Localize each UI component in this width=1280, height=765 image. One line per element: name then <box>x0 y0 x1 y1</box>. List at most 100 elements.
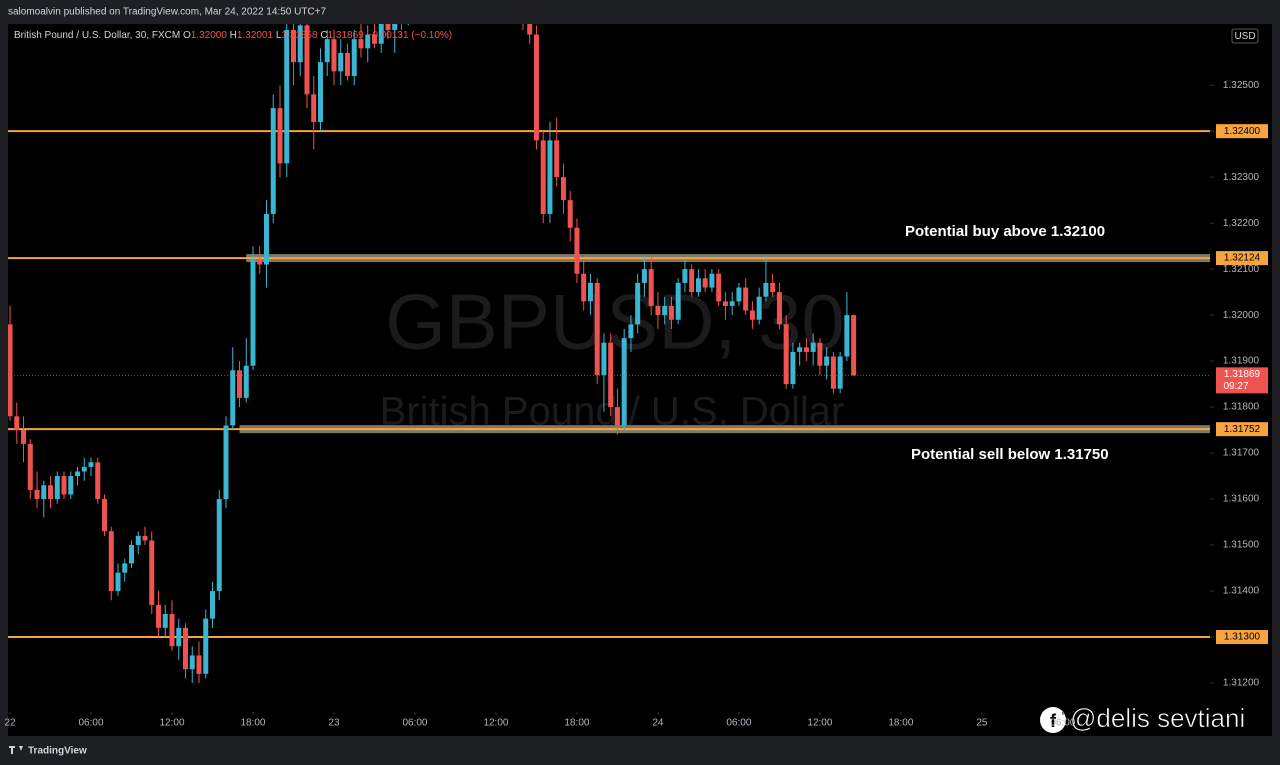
candle-body <box>776 292 782 325</box>
candle-body <box>614 407 620 426</box>
annotation: Potential buy above 1.32100 <box>905 223 1105 240</box>
level-label: 1.32400 <box>1224 126 1261 137</box>
candle-body <box>682 269 688 283</box>
legend-item: H <box>230 30 237 41</box>
candle-body <box>824 356 830 366</box>
candle-body <box>277 108 283 164</box>
candle-body <box>236 370 242 398</box>
candle-body <box>257 259 263 265</box>
candle-body <box>729 301 735 306</box>
candle-body <box>527 24 533 35</box>
candle-body <box>324 39 330 63</box>
candle-body <box>95 462 101 500</box>
candle-body <box>837 356 843 389</box>
candle-body <box>749 310 755 320</box>
y-tick-label: 1.32000 <box>1223 310 1260 321</box>
candle-body <box>209 591 215 619</box>
candle-body <box>102 499 108 532</box>
candle-body <box>8 324 13 417</box>
candle-body <box>655 305 661 316</box>
candle-body <box>581 273 587 302</box>
candle-body <box>797 347 803 352</box>
x-tick-label: 12:00 <box>807 718 832 729</box>
candle-body <box>621 338 627 426</box>
watermark-symbol: GBPUSD, 30 <box>385 278 845 366</box>
candle-body <box>830 356 836 389</box>
candle-body <box>817 342 823 366</box>
candle-body <box>668 305 674 320</box>
candle-body <box>601 342 607 375</box>
candle-body <box>270 108 276 214</box>
level-label-box <box>1216 251 1268 266</box>
candle-body <box>311 94 317 122</box>
x-tick-label: 18:00 <box>564 718 589 729</box>
candle-body <box>648 269 654 306</box>
candle-body <box>540 140 546 214</box>
candle-body <box>709 273 715 288</box>
candle-body <box>108 531 114 592</box>
footer-brand: TradingView <box>9 746 87 757</box>
candle-body <box>230 370 236 426</box>
candle-body <box>594 282 600 375</box>
candle-body <box>371 34 377 44</box>
candle-body <box>547 140 553 214</box>
candle-body <box>722 301 728 306</box>
candle-body <box>351 39 357 76</box>
candle-body <box>378 24 384 44</box>
candle-body <box>702 278 708 288</box>
candle-body <box>54 476 60 500</box>
candle-body <box>196 655 202 674</box>
candle-body <box>533 34 539 141</box>
legend-item: C <box>320 30 327 41</box>
candle-body <box>27 443 33 490</box>
candle-body <box>385 24 391 30</box>
candle-body <box>189 655 195 670</box>
candle-body <box>48 485 54 500</box>
legend-item: 1.32000 <box>191 30 228 41</box>
candle-body <box>34 489 40 500</box>
legend-item: −0.00131 (−0.10%) <box>367 30 453 41</box>
candle-body <box>115 572 121 592</box>
x-tick-label: 12:00 <box>159 718 184 729</box>
candle-body <box>176 627 182 647</box>
candle-body <box>628 324 634 339</box>
candle-body <box>560 177 566 201</box>
y-tick-label: 1.32500 <box>1223 80 1260 91</box>
x-tick-label: 24 <box>652 718 664 729</box>
candle-body <box>662 305 668 316</box>
candle-body <box>149 540 155 605</box>
x-tick-label: 25 <box>976 718 988 729</box>
candle-body <box>297 25 303 63</box>
candle-body <box>783 324 789 385</box>
candle-body <box>81 466 87 472</box>
candle-body <box>331 39 337 72</box>
y-tick-label: 1.31900 <box>1223 356 1260 367</box>
facebook-icon <box>1040 707 1066 733</box>
y-tick-label: 1.31600 <box>1223 494 1260 505</box>
candle-body <box>243 365 249 398</box>
y-tick-label: 1.31500 <box>1223 540 1260 551</box>
candle-body <box>763 282 769 297</box>
candle-body <box>41 485 47 500</box>
candle-body <box>216 499 222 592</box>
candle-body <box>338 52 344 72</box>
x-tick-label: 23 <box>328 718 340 729</box>
candle-body <box>790 351 796 385</box>
candle-body <box>770 282 776 293</box>
candle-body <box>365 34 371 49</box>
level-label: 1.31752 <box>1224 424 1261 435</box>
candle-body <box>736 287 742 302</box>
legend-item: British Pound / U.S. Dollar, 30, FXCM <box>14 30 180 41</box>
countdown: 09:27 <box>1223 381 1248 392</box>
candle-body <box>641 269 647 283</box>
x-tick-label: 18:00 <box>240 718 265 729</box>
candle-body <box>182 627 188 670</box>
x-tick-label: 22 <box>4 718 16 729</box>
candle-body <box>135 535 141 546</box>
currency: USD <box>1234 31 1255 42</box>
brand: TradingView <box>28 746 87 757</box>
candle-body <box>567 200 573 228</box>
y-tick-label: 1.32200 <box>1223 218 1260 229</box>
candle-body <box>635 282 641 325</box>
candle-body <box>608 342 614 408</box>
